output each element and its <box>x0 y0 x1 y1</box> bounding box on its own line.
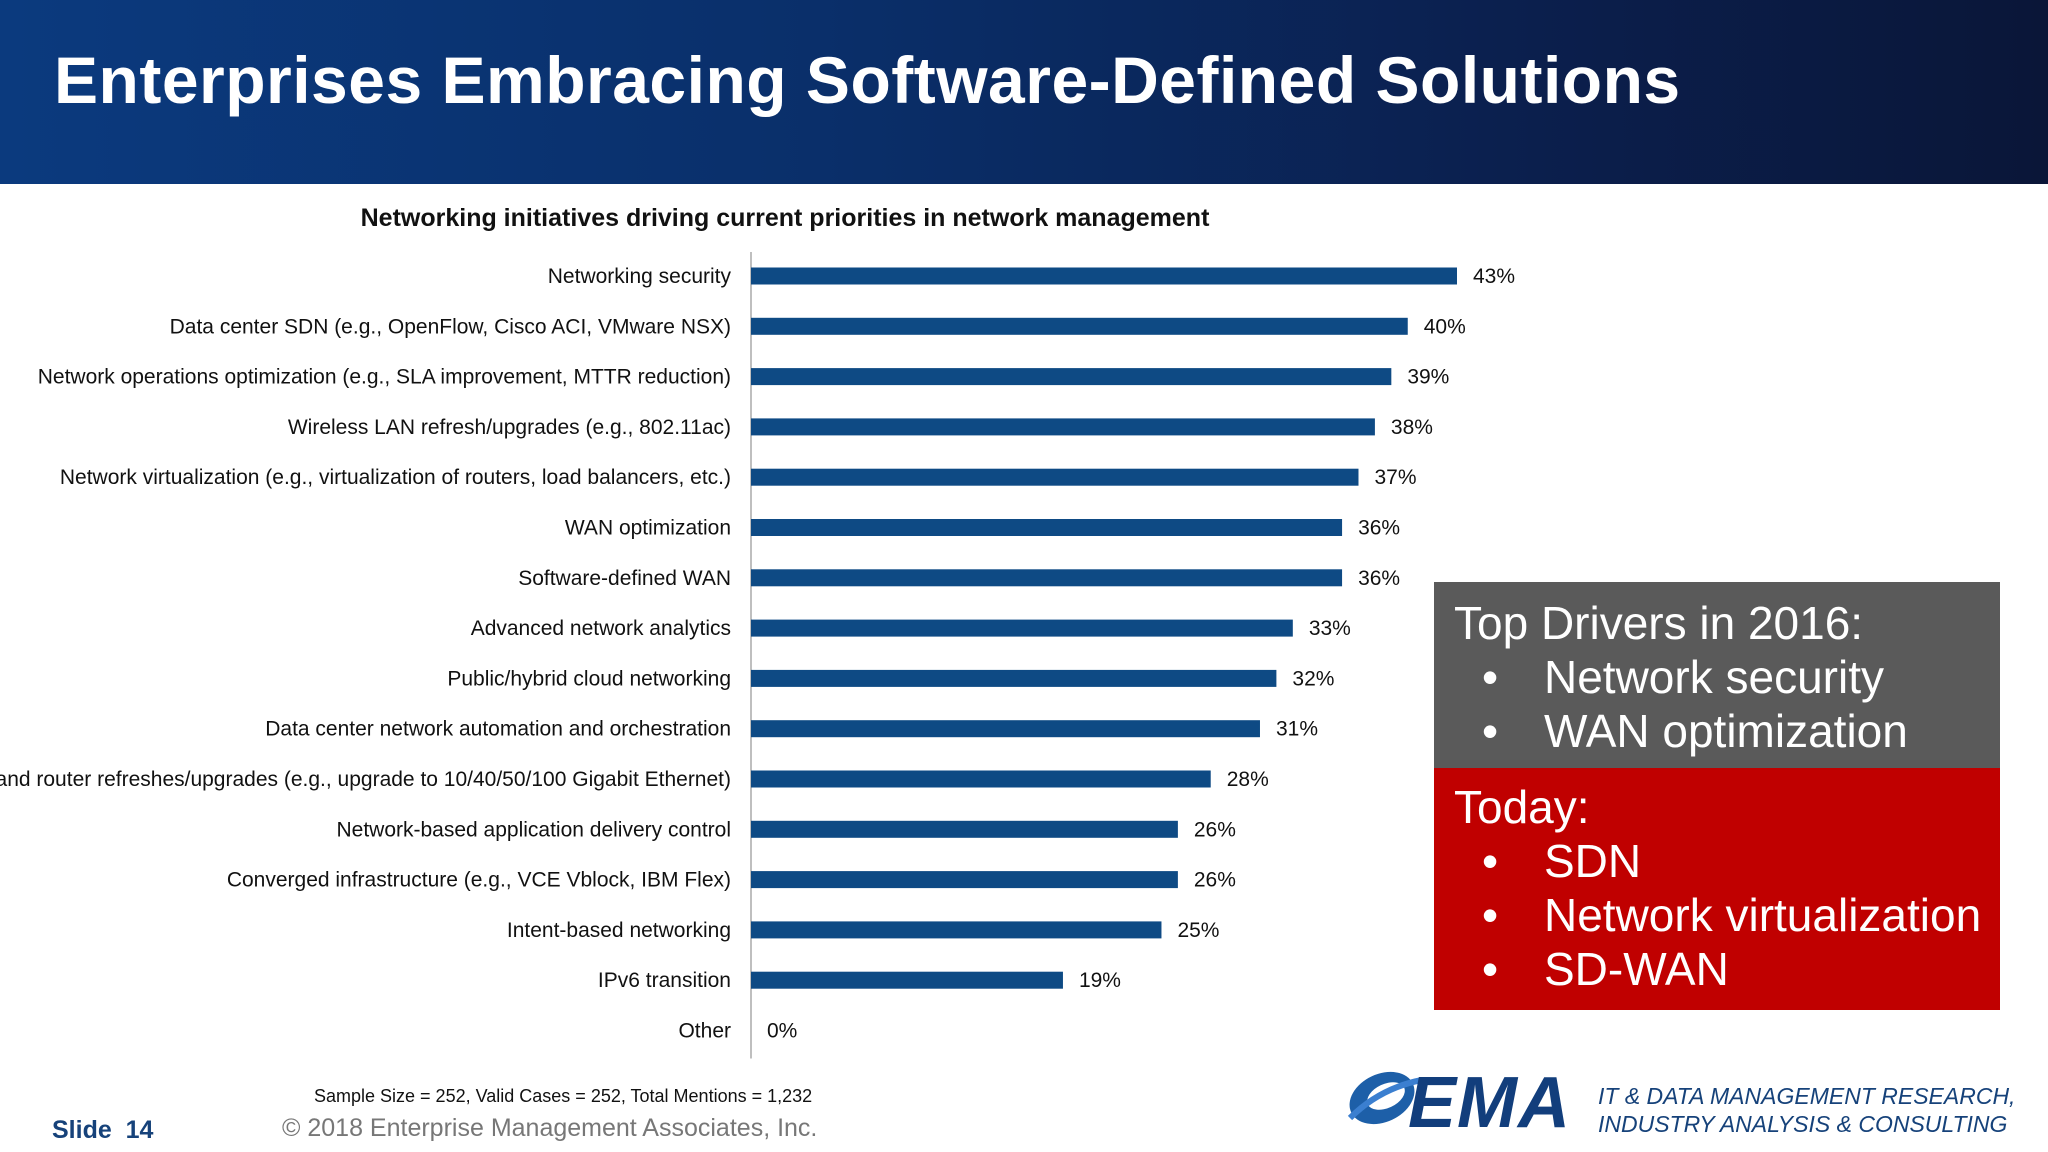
value-label: 25% <box>1177 919 1219 942</box>
value-label: 36% <box>1358 567 1400 590</box>
slide-number: Slide 14 <box>52 1116 153 1145</box>
bar <box>751 468 1359 486</box>
bullet-icon: • <box>1482 705 1499 757</box>
bar <box>751 971 1063 989</box>
category-label: WAN optimization <box>565 517 731 540</box>
bar <box>751 720 1260 738</box>
category-label: Advanced network analytics <box>471 617 731 640</box>
copyright-notice: © 2018 Enterprise Management Associates,… <box>282 1114 818 1142</box>
bar <box>751 669 1277 687</box>
value-label: 0% <box>767 1020 797 1043</box>
callout-2016-heading: Top Drivers in 2016: <box>1454 597 1864 649</box>
value-label: 31% <box>1276 718 1318 741</box>
category-label: Networking security <box>548 265 732 288</box>
category-label: Intent-based networking <box>507 919 731 942</box>
value-label: 38% <box>1391 416 1433 439</box>
category-label: Network operations optimization (e.g., S… <box>38 366 731 389</box>
category-label: Other <box>678 1020 731 1043</box>
bar <box>751 267 1457 285</box>
value-label: 36% <box>1358 517 1400 540</box>
slide-title: Enterprises Embracing Software-Defined S… <box>54 43 1681 117</box>
bar <box>751 418 1375 436</box>
value-label: 26% <box>1194 869 1236 892</box>
bar <box>751 921 1162 939</box>
category-label: Wireless LAN refresh/upgrades (e.g., 802… <box>288 416 731 439</box>
bar <box>751 519 1343 536</box>
callout-today-item-text: SD-WAN <box>1544 943 1729 995</box>
ema-logo: EMA <box>1330 1058 1571 1143</box>
logo-text: EMA <box>1408 1063 1571 1143</box>
bullet-icon: • <box>1482 943 1499 995</box>
category-label: Data center network automation and orche… <box>265 718 731 741</box>
value-label: 19% <box>1079 969 1121 992</box>
value-label: 39% <box>1407 366 1449 389</box>
callout-today-heading: Today: <box>1454 781 1590 833</box>
category-label: IPv6 transition <box>598 969 731 992</box>
category-label: Data center SDN (e.g., OpenFlow, Cisco A… <box>170 315 731 338</box>
slide-number-value: 14 <box>125 1116 154 1144</box>
value-label: 33% <box>1309 617 1351 640</box>
category-label: Network virtualization (e.g., virtualiza… <box>60 466 731 489</box>
sample-size-footnote: Sample Size = 252, Valid Cases = 252, To… <box>314 1086 813 1106</box>
category-label: Network-based application delivery contr… <box>336 818 731 841</box>
bullet-icon: • <box>1482 651 1499 703</box>
bar <box>751 871 1178 889</box>
tagline-line-2: INDUSTRY ANALYSIS & CONSULTING <box>1598 1111 2008 1137</box>
chart-title: Networking initiatives driving current p… <box>360 204 1210 232</box>
bullet-icon: • <box>1482 835 1499 887</box>
bar <box>751 820 1178 838</box>
bar <box>751 569 1343 587</box>
value-label: 26% <box>1194 818 1236 841</box>
swoosh-icon <box>1347 1071 1423 1125</box>
value-label: 40% <box>1424 315 1466 338</box>
value-label: 43% <box>1473 265 1515 288</box>
category-label: Software-defined WAN <box>518 567 731 590</box>
callout-today-item-text: Network virtualization <box>1544 889 1982 941</box>
callout-today: Today: • SDN • Network virtualization • … <box>1434 768 2000 1010</box>
slide-label-text: Slide <box>52 1116 112 1144</box>
callout-2016-item-text: WAN optimization <box>1544 705 1908 757</box>
header-banner: Enterprises Embracing Software-Defined S… <box>0 0 2048 184</box>
category-label: Converged infrastructure (e.g., VCE Vblo… <box>227 869 731 892</box>
tagline-line-1: IT & DATA MANAGEMENT RESEARCH, <box>1598 1083 2016 1109</box>
callout-2016-item-text: Network security <box>1544 651 1884 703</box>
value-label: 37% <box>1374 466 1416 489</box>
callout-top-drivers-2016: Top Drivers in 2016: • Network security … <box>1434 582 2000 768</box>
value-label: 28% <box>1227 768 1269 791</box>
callout-today-item-text: SDN <box>1544 835 1642 887</box>
bullet-icon: • <box>1482 889 1499 941</box>
bar <box>751 368 1392 386</box>
value-label: 32% <box>1292 667 1334 690</box>
category-label: Public/hybrid cloud networking <box>447 667 731 690</box>
bar <box>751 770 1211 788</box>
bar-chart: Networking security 43% Data center SDN (e… <box>0 252 1515 1059</box>
tagline: IT & DATA MANAGEMENT RESEARCH, INDUSTRY … <box>1598 1082 2015 1138</box>
bar <box>751 317 1408 335</box>
category-label: Switch and router refreshes/upgrades (e.… <box>0 768 731 791</box>
bar <box>751 619 1293 637</box>
